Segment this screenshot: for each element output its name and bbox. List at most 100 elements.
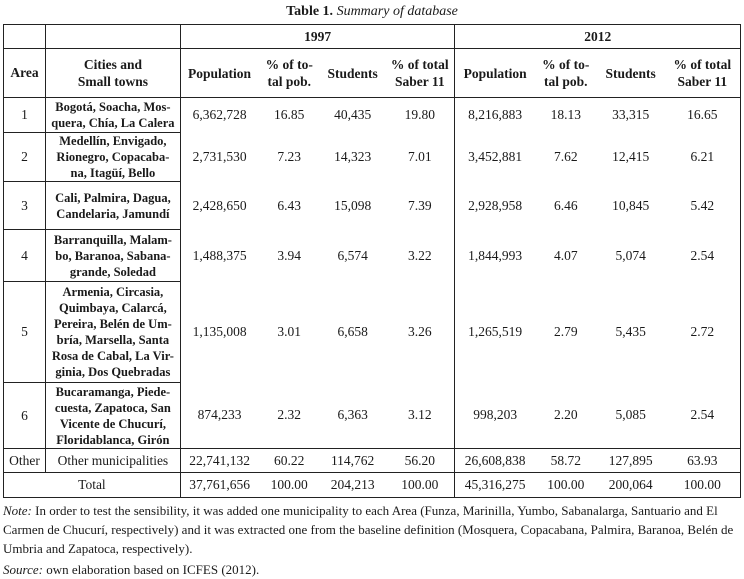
cities-cell: Bucaramanga, Piede- cuesta, Zapatoca, Sa… [44,382,181,449]
area-cell: 3 [3,181,46,230]
value-cell: 5,435 [615,324,646,339]
value-cell: 3,452,881 [468,149,523,164]
value-cell: 1,488,375 [192,247,247,263]
cities-cell: Barranquilla, Malam- bo, Baranoa, Sabana… [44,229,181,282]
value-cell: 2,928,958 [468,197,523,213]
total-value-cell: 45,316,275 [454,472,535,498]
value-cell: 33,315 [612,107,650,123]
value-cell: 2.72 [664,281,741,383]
source: Source: own elaboration based on ICFES (… [3,560,741,579]
value-cell: 3.94 [277,247,302,263]
total-value-cell: 37,761,656 [180,472,259,498]
column-header: % of total Saber 11 [385,48,456,98]
other-area: Other [3,448,46,473]
value-cell: 6.21 [664,132,741,182]
value-cell: 2.54 [664,229,741,282]
total-value-cell: 100.00 [385,472,456,498]
total-value-cell: 100.00 [664,472,741,498]
value-cell: 2.20 [553,407,578,423]
other-value-cell: 114,762 [320,448,386,473]
note-text: In order to test the sensibility, it was… [3,503,734,556]
total-row: Total 37,761,656 100.00 204,213 100.00 45,31… [3,472,741,498]
note: Note: In order to test the sensibility, … [3,501,741,558]
year-2012-header: 2012 [454,24,741,49]
value-cell: 5.42 [664,181,741,230]
area-cell: 4 [3,229,46,282]
value-cell: 12,415 [612,149,650,164]
value-cell: 15,098 [334,197,372,213]
source-label: Source: [3,562,43,577]
summary-table: 1997 2012 Area Cities and Small towns Po… [3,24,741,498]
value-cell: 6.46 [553,197,578,213]
cities-cell: Armenia, Circasia, Quimbaya, Calarcá, Pe… [44,281,181,383]
table-row: 1 Bogotá, Soacha, Mos- quera, Chía, La Ca… [3,97,741,133]
value-cell: 4.07 [553,247,578,263]
value-cell: 874,233 [197,407,242,423]
value-cell: 8,216,883 [468,107,523,123]
value-cell: 18.13 [550,107,581,123]
other-cities: Other municipalities [44,448,181,473]
value-cell: 3.26 [385,281,456,383]
table-notes: Note: In order to test the sensibility, … [3,501,741,579]
value-cell: 19.80 [385,97,456,133]
value-cell: 2,428,650 [192,197,247,213]
column-header: Population [180,48,259,98]
value-cell: 6,362,728 [192,107,247,123]
value-cell: 6,363 [337,407,368,423]
table-row: 5 Armenia, Circasia, Quimbaya, Calarcá, P… [3,281,741,383]
table-caption: Summary of database [336,4,458,19]
area-cell: 5 [3,281,46,383]
table-row: 2 Medellín, Envigado, Rionegro, Copacaba-… [3,132,741,182]
value-cell: 3.22 [385,229,456,282]
value-cell: 2.54 [664,382,741,449]
area-cell: 6 [3,382,46,449]
year-1997-header: 1997 [180,24,456,49]
value-cell: 10,845 [612,197,650,213]
value-cell: 7.01 [385,132,456,182]
value-cell: 5,074 [615,247,646,263]
other-value-cell: 26,608,838 [454,448,535,473]
value-cell: 1,844,993 [468,247,523,263]
column-header: Students [596,48,665,98]
table-number: Table 1. [286,4,334,19]
total-value-cell: 204,213 [320,472,386,498]
other-value-cell: 22,741,132 [180,448,259,473]
other-value-cell: 127,895 [596,448,665,473]
total-value-cell: 100.00 [534,472,597,498]
value-cell: 3.01 [277,324,302,339]
other-value-cell: 56.20 [385,448,456,473]
value-cell: 40,435 [334,107,372,123]
value-cell: 3.12 [385,382,456,449]
cities-cell: Bogotá, Soacha, Mos- quera, Chía, La Cal… [44,97,181,133]
other-value-cell: 60.22 [258,448,321,473]
header-year-row: 1997 2012 [3,24,741,49]
column-header: Students [320,48,386,98]
value-cell: 2,731,530 [192,149,247,164]
value-cell: 1,265,519 [468,324,523,339]
table-row: 3 Cali, Palmira, Dagua, Candelaria, Jamun… [3,181,741,230]
value-cell: 5,085 [615,407,646,423]
value-cell: 1,135,008 [192,324,247,339]
value-cell: 16.85 [274,107,305,123]
note-label: Note: [3,503,32,518]
value-cell: 7.62 [553,149,578,164]
value-cell: 7.23 [277,149,302,164]
table-title: Table 1. Summary of database [0,4,744,20]
column-header: % of to- tal pob. [258,48,321,98]
table-row: 4 Barranquilla, Malam- bo, Baranoa, Saban… [3,229,741,282]
total-value-cell: 100.00 [258,472,321,498]
other-value-cell: 63.93 [664,448,741,473]
other-value-cell: 58.72 [534,448,597,473]
total-label: Total [3,472,181,498]
cities-header: Cities and Small towns [44,48,181,98]
area-cell: 1 [3,97,46,133]
area-header: Area [3,48,46,98]
column-header: % of to- tal pob. [534,48,597,98]
value-cell: 6,658 [337,324,368,339]
cities-cell: Cali, Palmira, Dagua, Candelaria, Jamund… [44,181,181,230]
area-cell: 2 [3,132,46,182]
value-cell: 6,574 [337,247,368,263]
column-header: Population [454,48,535,98]
value-cell: 6.43 [277,197,302,213]
table-row: 6 Bucaramanga, Piede- cuesta, Zapatoca, S… [3,382,741,449]
